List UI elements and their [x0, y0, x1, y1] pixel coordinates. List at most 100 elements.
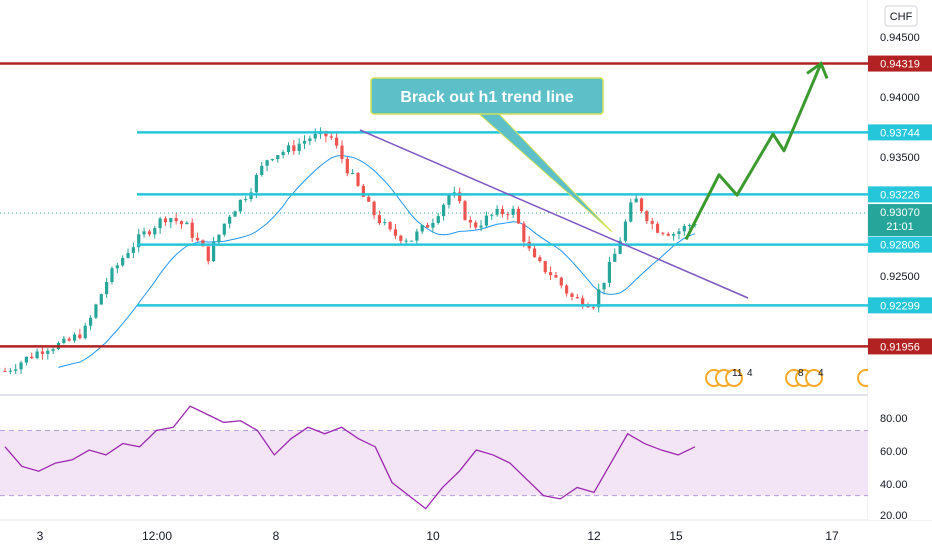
- candle-body: [35, 351, 39, 359]
- candle-body: [415, 231, 419, 241]
- current-price-badge[interactable]: 0.93070 21:01: [868, 204, 932, 237]
- event-marker[interactable]: 8 4: [785, 368, 824, 387]
- candle-body: [340, 145, 344, 160]
- candle-body: [30, 356, 34, 359]
- rsi-axis[interactable]: 80.00 60.00 40.00 20.00: [880, 413, 908, 522]
- candle-body: [559, 277, 563, 286]
- candle-body: [404, 240, 408, 242]
- candle-body: [548, 272, 553, 276]
- candle-body: [228, 216, 232, 224]
- candle-body: [538, 257, 542, 262]
- candle-body: [554, 275, 558, 278]
- annotation-callout[interactable]: Brack out h1 trend line: [370, 77, 613, 233]
- candle-body: [281, 152, 285, 156]
- event-marker[interactable]: 11 4: [705, 368, 753, 387]
- price-pane[interactable]: [0, 0, 868, 395]
- candle-body: [602, 282, 606, 290]
- callout-box: [370, 77, 604, 115]
- candle-body: [83, 325, 87, 339]
- candle-body: [46, 350, 50, 354]
- time-label: 15: [669, 529, 683, 543]
- level-label: 0.93744: [880, 127, 920, 139]
- level-badge: [868, 236, 932, 253]
- candle-body: [388, 222, 392, 230]
- candle-body: [581, 298, 585, 307]
- rsi-line: [4, 405, 696, 510]
- time-label: 12: [587, 529, 601, 543]
- candle-body: [137, 234, 141, 248]
- candle-body: [158, 218, 162, 229]
- level-label: 0.92806: [880, 240, 920, 252]
- candle-body: [543, 261, 547, 273]
- candle-body: [324, 131, 328, 137]
- candle-body: [201, 240, 205, 247]
- candle-body: [409, 240, 414, 242]
- candle-body: [142, 231, 146, 235]
- candle-body: [655, 223, 660, 233]
- candle-body: [645, 211, 649, 222]
- level-label: 0.93226: [880, 189, 920, 201]
- price-axis[interactable]: CHF 0.94500 0.94000 0.93500 0.92500: [868, 0, 932, 520]
- rsi-pane[interactable]: [0, 405, 868, 510]
- level-badge: [868, 186, 932, 203]
- candle-body: [425, 225, 430, 228]
- current-price-label: 0.93070: [880, 207, 920, 219]
- candle-body: [490, 214, 494, 216]
- level-label: 0.92299: [880, 300, 920, 312]
- candle-body: [591, 307, 595, 309]
- rsi-tick: 20.00: [880, 510, 908, 522]
- candle-body: [629, 202, 633, 222]
- level-badge: [868, 55, 932, 72]
- candle-body: [565, 285, 569, 294]
- time-axis[interactable]: 3 12:00 8 10 12 15 17: [37, 529, 839, 543]
- candle-body: [126, 252, 130, 258]
- candle-body: [399, 235, 403, 241]
- moving-average: [58, 155, 696, 368]
- candle-body: [377, 215, 382, 224]
- candle-body: [570, 293, 574, 298]
- candle-body: [639, 198, 644, 212]
- candle-body: [163, 218, 168, 223]
- candle-body: [522, 223, 526, 242]
- candle-body: [121, 257, 125, 266]
- candle-body: [249, 192, 253, 200]
- candle-body: [8, 370, 12, 372]
- candle-body: [233, 211, 237, 217]
- price-tick: 0.94000: [880, 92, 920, 104]
- candle-body: [286, 145, 291, 153]
- currency-badge[interactable]: [884, 5, 918, 27]
- candle-body: [442, 204, 446, 217]
- candle-body: [613, 253, 617, 262]
- candle-body: [586, 306, 590, 308]
- candle-body: [650, 221, 654, 224]
- candle-body: [115, 265, 119, 269]
- candle-body: [270, 159, 275, 161]
- level-badge: [868, 338, 932, 355]
- candle-body: [78, 334, 82, 339]
- candle-body: [356, 173, 360, 186]
- time-label: 10: [426, 529, 440, 543]
- candle-body: [506, 214, 510, 216]
- candle-body: [436, 216, 440, 223]
- candle-body: [345, 159, 349, 174]
- price-tick: 0.94500: [880, 32, 920, 44]
- candle-body: [254, 175, 258, 193]
- ma-line: [58, 155, 696, 368]
- candle-body: [329, 136, 333, 138]
- candle-body: [623, 221, 628, 241]
- candle-body: [511, 208, 515, 215]
- candle-body: [19, 362, 23, 370]
- candle-body: [431, 222, 435, 228]
- candle-body: [682, 225, 686, 232]
- candle-body: [222, 223, 226, 235]
- currency-label: CHF: [890, 11, 913, 23]
- trend-line[interactable]: [359, 129, 749, 299]
- price-tick: 0.93500: [880, 152, 920, 164]
- candle-body: [297, 143, 301, 151]
- level-badge: [868, 124, 932, 141]
- candle-body: [276, 155, 280, 160]
- candle-body: [474, 222, 478, 228]
- candle-body: [195, 237, 200, 241]
- candle-body: [260, 165, 264, 176]
